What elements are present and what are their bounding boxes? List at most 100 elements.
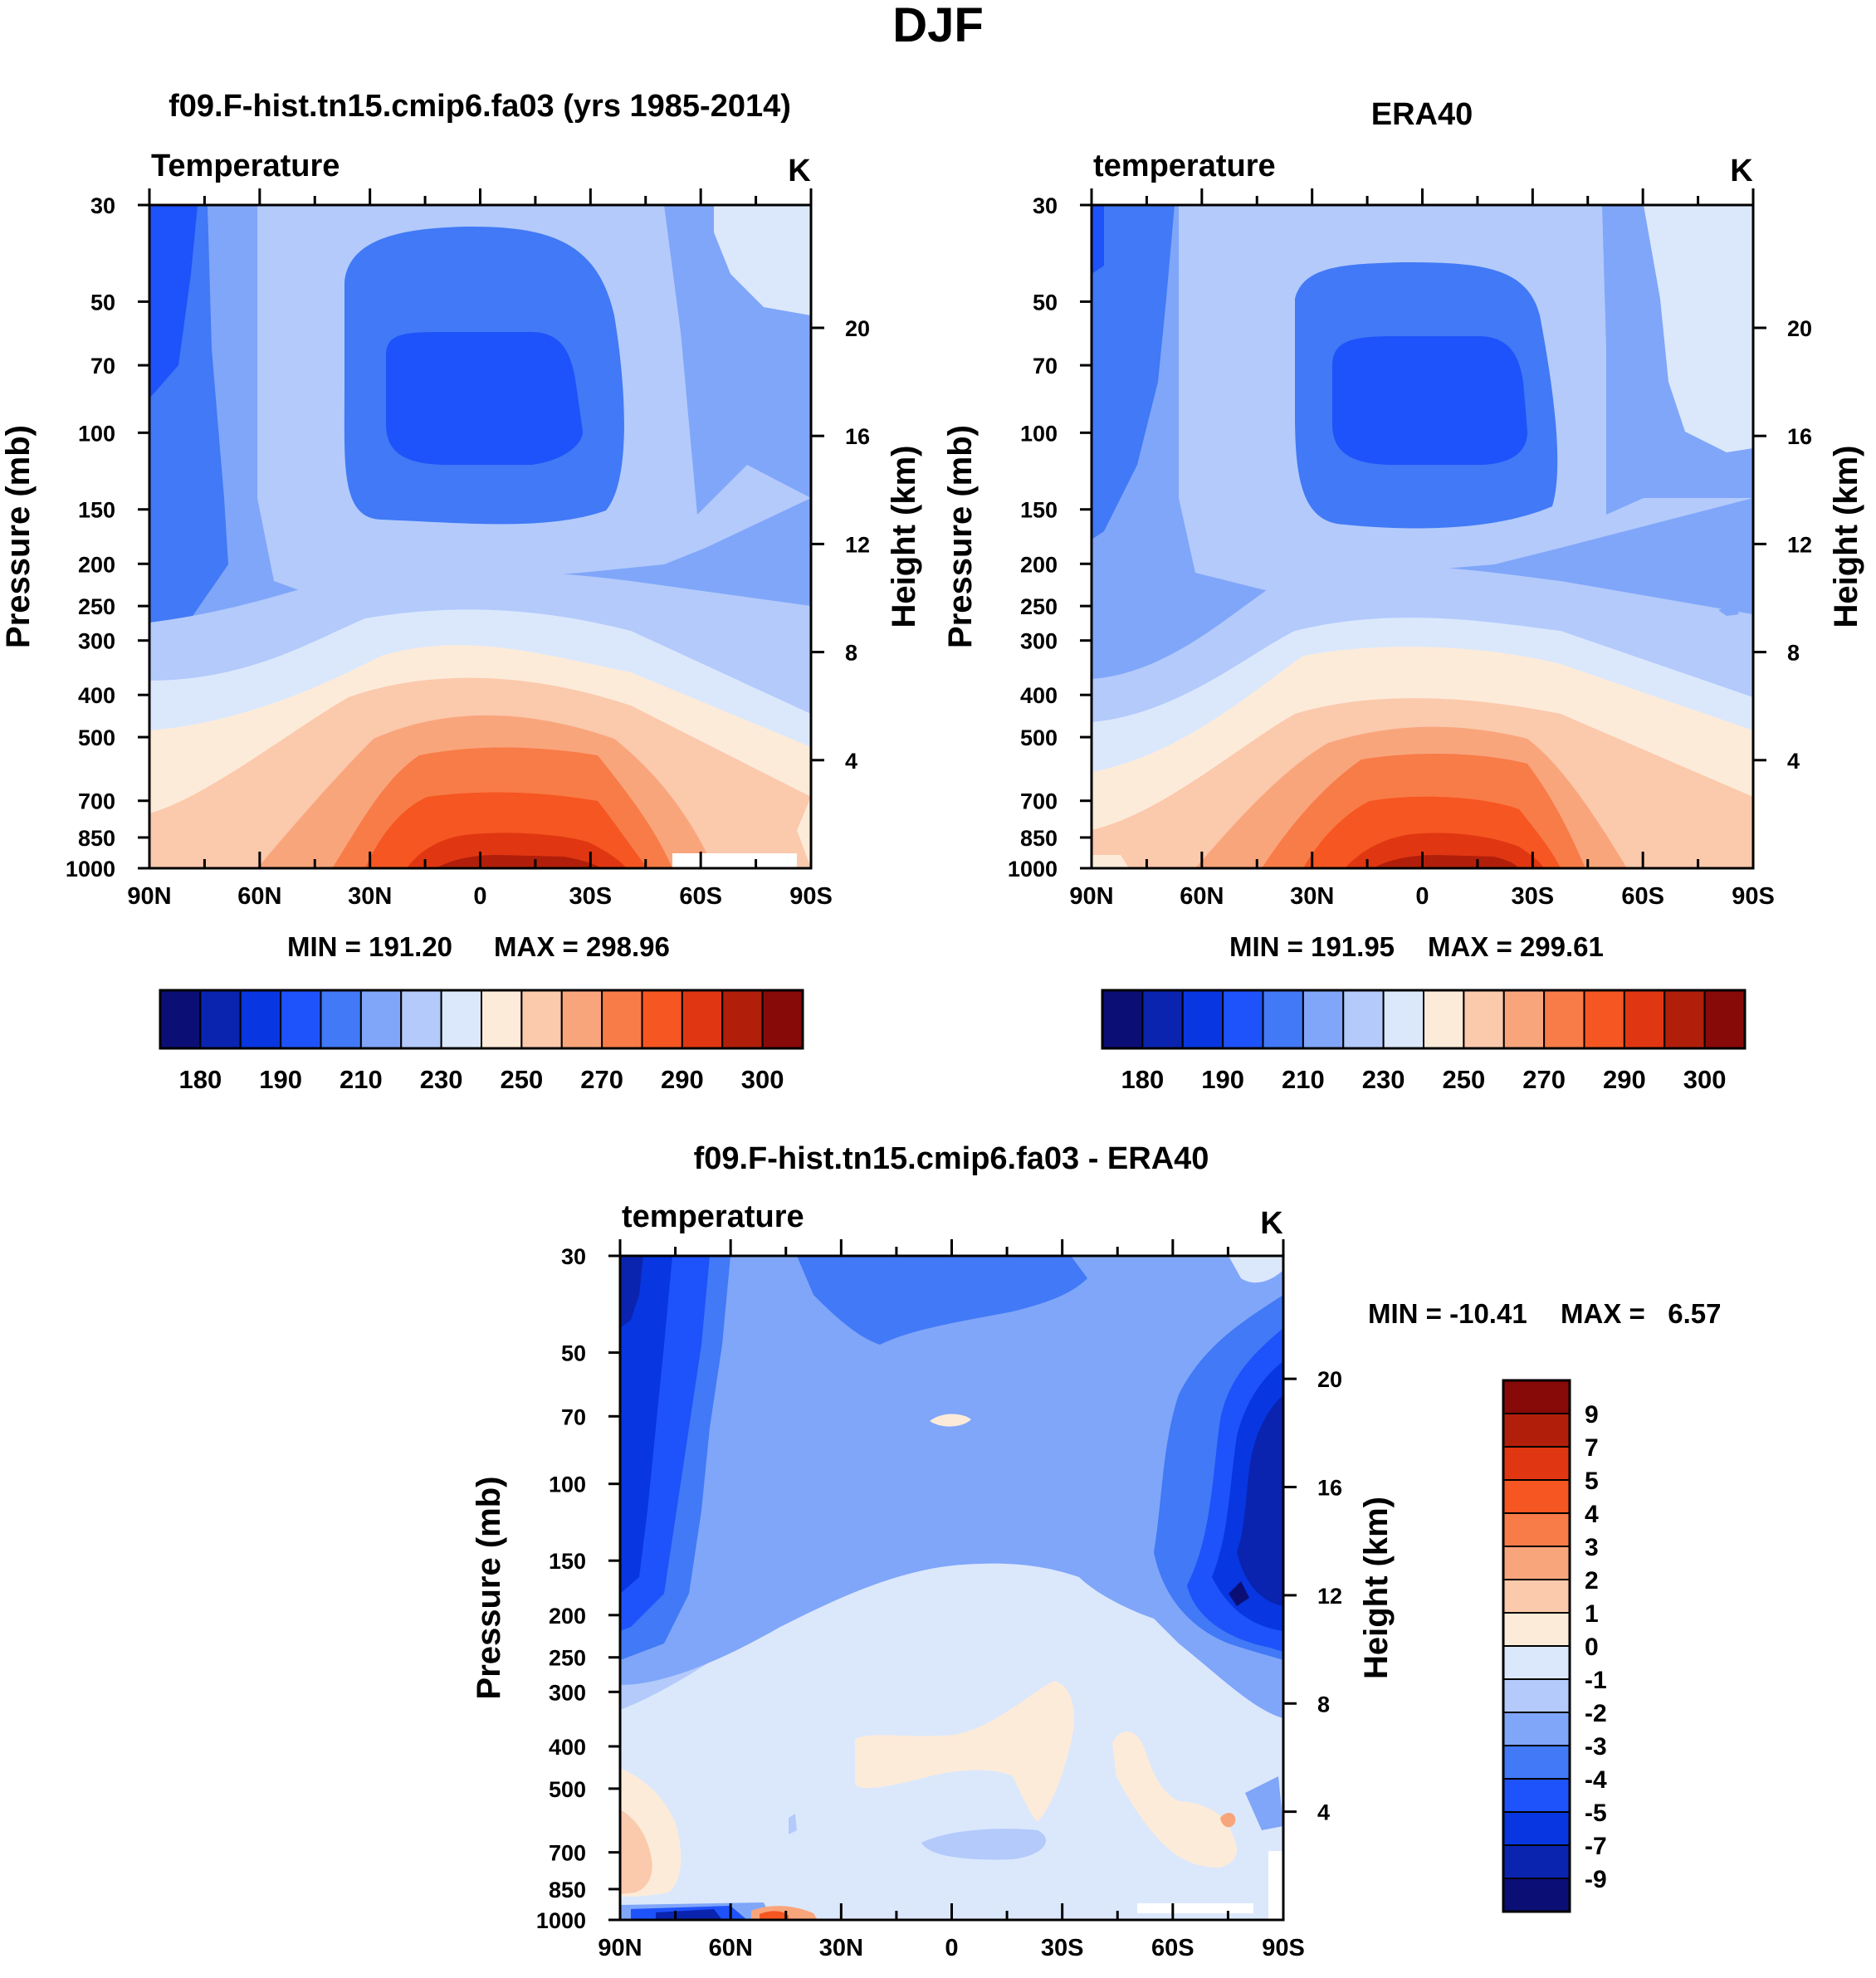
max-text-model: MAX = 298.96 (494, 931, 670, 962)
lat-tick-label: 90N (598, 1935, 642, 1961)
pressure-tick-label: 100 (549, 1473, 586, 1497)
pressure-tick-label: 250 (549, 1646, 586, 1671)
colorbar-swatch (1302, 989, 1345, 1049)
colorbar-swatch (1502, 989, 1546, 1049)
colorbar-swatch (1543, 989, 1585, 1049)
colorbar-swatch (1502, 1579, 1571, 1614)
y-axis-title-left: Pressure (mb) (471, 1477, 507, 1700)
colorbar-label: 180 (1121, 1065, 1165, 1094)
colorbar-frame (1101, 989, 1747, 1050)
pressure-tick-label: 300 (78, 629, 115, 654)
field-label-diff: temperature (622, 1199, 804, 1234)
lat-tick-label: 30N (1290, 883, 1334, 910)
colorbar-swatch (1502, 1612, 1571, 1647)
colorbar-swatch (1502, 1446, 1571, 1481)
lat-tick-label: 60S (1621, 883, 1664, 910)
colorbar-label: 290 (1603, 1065, 1646, 1094)
contour-band-model (436, 855, 602, 868)
contour-band-diff (1229, 1581, 1249, 1606)
contour-band-obs (1374, 855, 1519, 868)
colorbar-swatch (1502, 1645, 1571, 1680)
lat-tick-label: 30N (348, 883, 392, 910)
field-label-model: Temperature (151, 149, 340, 183)
pressure-tick-label: 850 (78, 826, 115, 851)
colorbar-label: 230 (1362, 1065, 1405, 1094)
pressure-tick-label: 150 (78, 498, 115, 523)
panel-model: f09.F-hist.tn15.cmip6.fa03 (yrs 1985-201… (0, 89, 922, 1094)
contour-field-obs (1092, 205, 1753, 868)
height-tick-label: 20 (1787, 316, 1812, 341)
colorbar-label: 180 (179, 1065, 222, 1094)
y-axis-title-left: Pressure (mb) (0, 425, 37, 648)
lat-tick-label: 30N (819, 1935, 863, 1961)
colorbar-swatch (1181, 989, 1224, 1049)
colorbar-label: 230 (420, 1065, 463, 1094)
pressure-tick-label: 300 (1020, 629, 1058, 654)
pressure-tick-label: 200 (1020, 552, 1058, 577)
main-title: DJF (892, 0, 984, 52)
pressure-tick-label: 250 (1020, 594, 1058, 619)
colorbar-label: 7 (1585, 1434, 1599, 1462)
y-axis-title-right: Height (km) (886, 446, 922, 628)
lat-tick-label: 0 (945, 1935, 958, 1961)
height-tick-label: 12 (1317, 1584, 1342, 1609)
colorbar-swatch (1502, 1479, 1571, 1514)
colorbar-swatch (320, 989, 362, 1049)
height-tick-label: 16 (845, 424, 870, 449)
contour-band-diff (1220, 1812, 1236, 1828)
colorbar-swatch (641, 989, 683, 1049)
contour-field-diff (620, 1256, 1283, 1920)
colorbar-swatch (1102, 989, 1144, 1049)
panel-diff: f09.F-hist.tn15.cmip6.fa03 - ERA40 tempe… (471, 1141, 1722, 1961)
pressure-tick-label: 50 (90, 290, 115, 315)
contour-band-model (149, 205, 198, 398)
contour-band-diff (921, 1829, 1046, 1860)
colorbar-swatch (400, 989, 442, 1049)
pressure-tick-label: 50 (561, 1341, 586, 1366)
colorbar-label: 210 (340, 1065, 383, 1094)
colorbar-label: 210 (1282, 1065, 1325, 1094)
max-text-obs: MAX = 299.61 (1428, 931, 1604, 962)
pressure-tick-label: 500 (1020, 725, 1058, 750)
colorbar-swatch (1502, 1413, 1571, 1448)
colorbar-swatch (1423, 989, 1465, 1049)
lat-tick-label: 30S (1512, 883, 1555, 910)
colorbar-label: 270 (580, 1065, 623, 1094)
colorbar-label: 270 (1522, 1065, 1566, 1094)
pressure-tick-label: 200 (78, 552, 115, 577)
colorbar-label: -9 (1585, 1866, 1607, 1893)
panel-title-obs: ERA40 (1371, 97, 1473, 132)
lat-tick-label: 30S (569, 883, 613, 910)
colorbar-swatch (1502, 1811, 1571, 1846)
pressure-tick-label: 500 (78, 725, 115, 750)
height-tick-label: 4 (1787, 749, 1800, 774)
pressure-tick-label: 70 (90, 354, 115, 379)
contour-band-diff (656, 1909, 722, 1920)
pressure-tick-label: 30 (90, 193, 115, 218)
contour-field-model (149, 205, 811, 868)
height-tick-label: 12 (1787, 532, 1812, 557)
missing-data-area-model (672, 853, 797, 868)
colorbar-swatch (1502, 1512, 1571, 1547)
units-label-diff: K (1260, 1206, 1283, 1241)
contour-band-diff (620, 1256, 672, 1594)
colorbar-swatch (520, 989, 563, 1049)
pressure-tick-label: 70 (1033, 354, 1058, 379)
lat-tick-label: 60N (1180, 883, 1224, 910)
colorbar-label: -1 (1585, 1667, 1607, 1694)
height-tick-label: 8 (845, 641, 857, 666)
colorbar-label: 300 (741, 1065, 784, 1094)
colorbar-swatch (359, 989, 403, 1049)
colorbar-swatch (681, 989, 724, 1049)
contour-band-diff (855, 1681, 1074, 1822)
lat-tick-label: 0 (473, 883, 486, 910)
colorbar-swatch (239, 989, 282, 1049)
pressure-tick-label: 850 (549, 1878, 586, 1902)
contour-band-diff (789, 1814, 797, 1834)
colorbar-label: 4 (1585, 1501, 1599, 1528)
contour-band-obs (1092, 205, 1175, 540)
contour-band-diff (760, 1911, 789, 1920)
colorbar-swatch (1502, 1844, 1571, 1879)
pressure-tick-label: 250 (78, 594, 115, 619)
contour-band-model (714, 205, 811, 315)
